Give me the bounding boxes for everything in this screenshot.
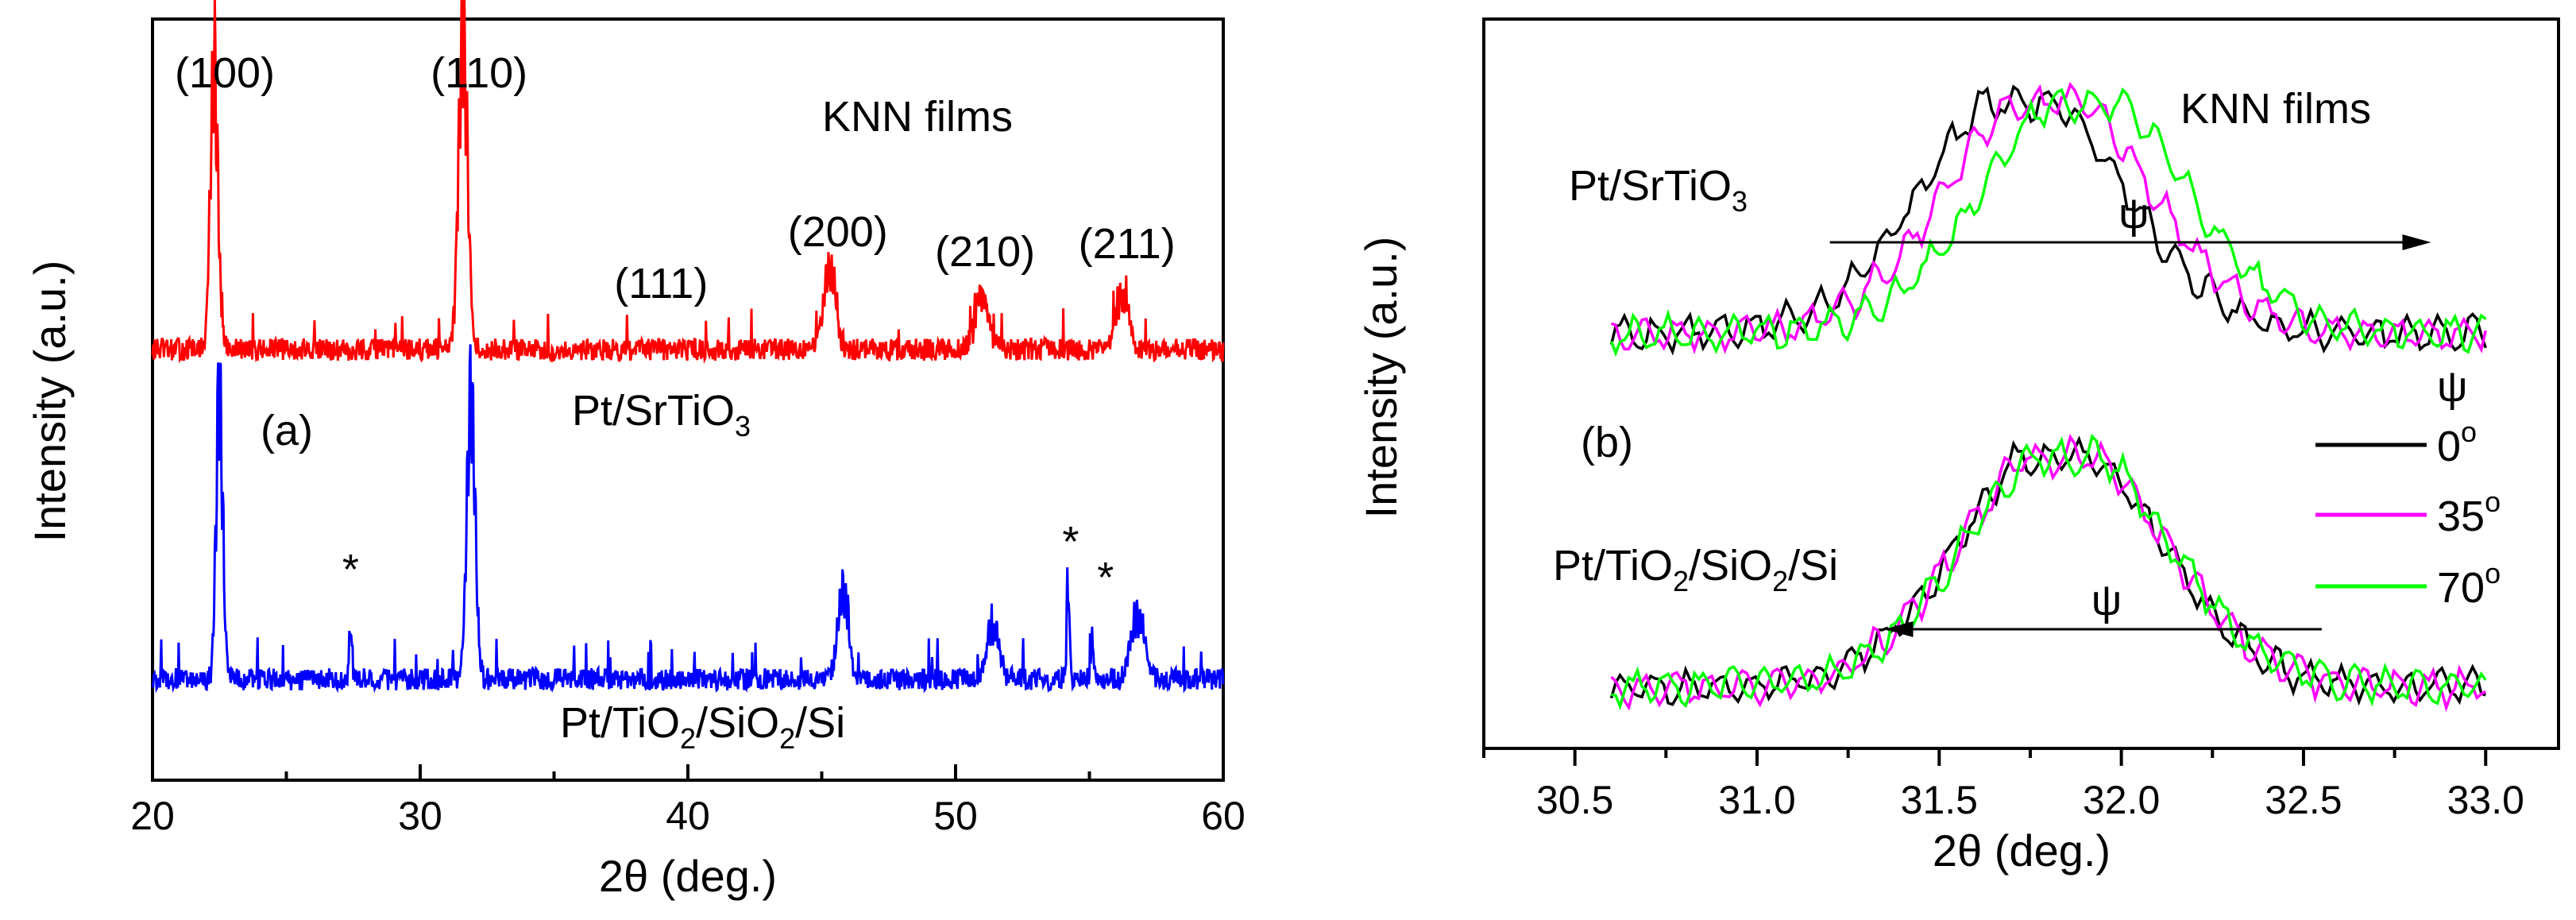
- panel-b-legend: ψ 0o 35o 70o: [2315, 363, 2501, 612]
- psi-arrow-right-head: [2402, 234, 2431, 250]
- peak-label-1: (110): [431, 49, 527, 97]
- legend-title: ψ: [2437, 363, 2468, 411]
- panel-b-sio2-p3: 2: [1772, 565, 1788, 597]
- peak-label-2: (111): [614, 260, 708, 307]
- peak-label-0: (100): [175, 49, 275, 97]
- panel-a-x-ticks: 20 30 40 50 60: [130, 764, 1246, 838]
- x-tick-label-31.5: 31.5: [1901, 778, 1978, 822]
- psi-arrow-left-head: [1884, 621, 1914, 637]
- panel-a-sio2-p0: Pt/TiO: [560, 699, 680, 747]
- psi-arrow-right-label: ψ: [2118, 190, 2149, 238]
- impurity-asterisk-0: *: [342, 546, 359, 593]
- panel-a-sio2-p2: /SiO: [696, 699, 779, 747]
- panel-b-x-axis-title: 2θ (deg.): [1933, 825, 2111, 876]
- panel-a-series-label-sio2: Pt/TiO2/SiO2/Si: [560, 699, 845, 755]
- panel-b-arrow-srtio3: ψ: [1829, 190, 2431, 250]
- legend-entry-0: 0o: [2315, 416, 2477, 470]
- series-line-g0-psi2: [1609, 87, 2487, 358]
- panel-a-sio2-p4: /Si: [795, 699, 845, 747]
- legend-label-2: 70o: [2437, 557, 2501, 612]
- panel-a-y-axis-title: Intensity (a.u.): [25, 261, 75, 543]
- panel-b-sio2-p2: /SiO: [1689, 542, 1772, 589]
- panel-b-group-label-srtio3: Pt/SrTiO3: [1569, 162, 1748, 218]
- panel-b-panel-label: (b): [1581, 419, 1633, 466]
- legend-entry-1: 35o: [2315, 485, 2501, 540]
- panel-b-sio2-p0: Pt/TiO: [1553, 542, 1673, 589]
- panel-b-srtio3-main: Pt/SrTiO: [1569, 162, 1732, 210]
- panel-b-y-axis-title: Intensity (a.u.): [1356, 237, 1406, 519]
- series-line-1: [151, 344, 1225, 694]
- panel-a: 20 30 40 50 60 (100) (110) (111) (200) (210) (211…: [25, 0, 1246, 901]
- panel-b-arrow-sio2: ψ: [1884, 577, 2322, 637]
- panel-a-srtio3-sub: 3: [735, 410, 751, 443]
- x-tick-label-30: 30: [398, 794, 442, 838]
- panel-b-x-ticks: 30.5 31.0 31.5 32.0 32.5 33.0: [1482, 748, 2524, 822]
- panel-a-panel-label: (a): [261, 407, 313, 454]
- x-tick-label-30.5: 30.5: [1536, 778, 1613, 822]
- panel-a-sio2-p3: 2: [779, 722, 795, 755]
- series-line-g0-psi0: [1609, 84, 2487, 356]
- panel-a-peak-labels: (100) (110) (111) (200) (210) (211) * * *: [175, 49, 1176, 601]
- x-tick-label-60: 60: [1201, 794, 1246, 838]
- impurity-asterisk-2: *: [1097, 554, 1114, 601]
- impurity-asterisk-1: *: [1062, 518, 1079, 566]
- panel-a-srtio3-main: Pt/SrTiO: [572, 387, 735, 435]
- panel-b-series: [1609, 81, 2488, 713]
- x-tick-label-32.5: 32.5: [2265, 778, 2342, 822]
- x-tick-label-50: 50: [933, 794, 978, 838]
- panel-a-series: [151, 0, 1225, 694]
- peak-label-4: (210): [935, 228, 1035, 276]
- psi-arrow-left-label: ψ: [2091, 577, 2122, 624]
- peak-label-5: (211): [1079, 220, 1176, 268]
- panel-b-sio2-p1: 2: [1673, 565, 1689, 597]
- panel-b-srtio3-sub: 3: [1732, 185, 1748, 218]
- panel-a-x-axis-title: 2θ (deg.): [599, 851, 777, 901]
- peak-label-3: (200): [788, 208, 888, 256]
- x-tick-label-32: 32.0: [2083, 778, 2160, 822]
- panel-a-series-label-srtio3: Pt/SrTiO3: [572, 387, 751, 443]
- panel-b-group-label-sio2: Pt/TiO2/SiO2/Si: [1553, 542, 1838, 597]
- legend-entry-2: 70o: [2315, 557, 2501, 612]
- panel-a-title-annotation: KNN films: [822, 93, 1013, 141]
- series-line-g0-psi1: [1610, 81, 2488, 354]
- series-line-0: [151, 0, 1225, 365]
- panel-a-sio2-p1: 2: [680, 722, 696, 755]
- panel-b-title-annotation: KNN films: [2180, 85, 2371, 133]
- x-tick-label-33: 33.0: [2447, 778, 2524, 822]
- panel-b-frame: [1482, 17, 2560, 750]
- x-tick-label-31: 31.0: [1718, 778, 1795, 822]
- panel-b-sio2-p4: /Si: [1788, 542, 1838, 589]
- x-tick-label-40: 40: [666, 794, 710, 838]
- legend-label-0: 0o: [2437, 416, 2477, 470]
- x-tick-label-20: 20: [130, 794, 175, 838]
- panel-b: 30.5 31.0 31.5 32.0 32.5 33.0 KNN films (b) P…: [1356, 17, 2560, 876]
- legend-label-1: 35o: [2437, 485, 2501, 540]
- series-line-g1-psi2: [1611, 433, 2487, 711]
